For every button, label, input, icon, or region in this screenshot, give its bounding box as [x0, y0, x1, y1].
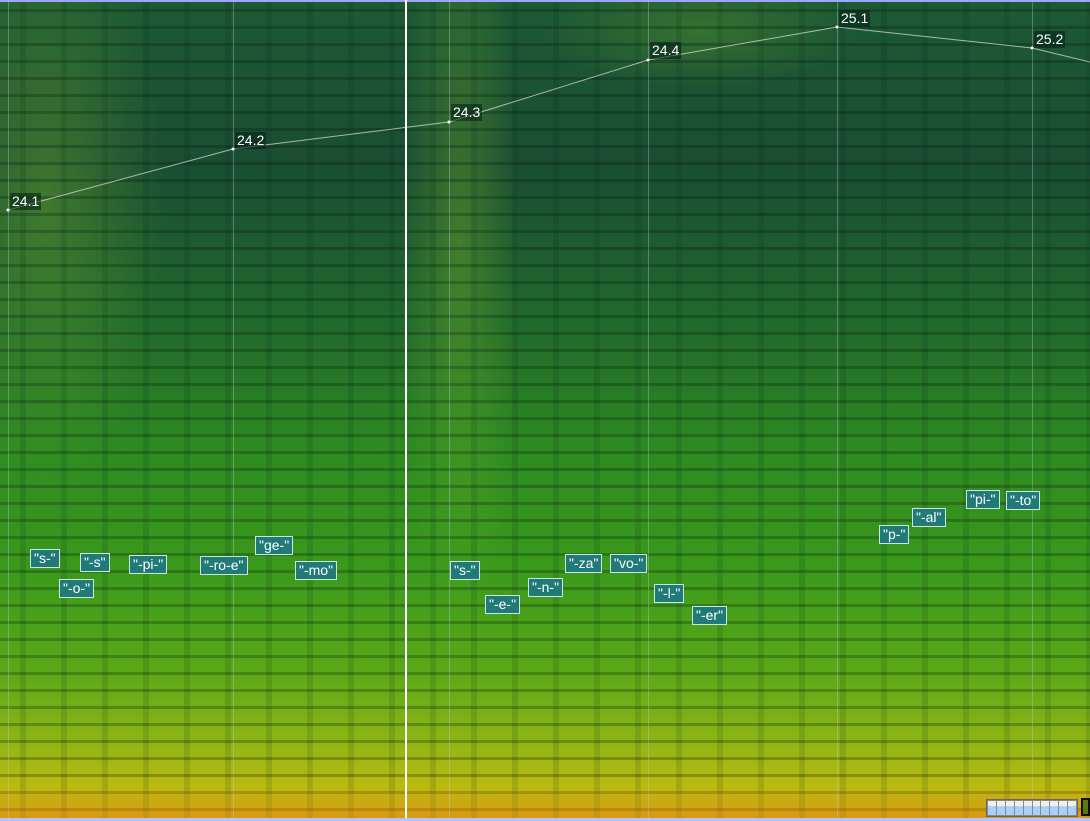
syllable-label[interactable]: "vo-" [610, 554, 648, 573]
pane-border-top [0, 0, 1090, 2]
overview-bar [1041, 801, 1050, 815]
overview-scrollbar[interactable] [986, 799, 1078, 817]
syllable-label[interactable]: "s-" [30, 549, 60, 568]
overview-bar [1032, 801, 1041, 815]
instant-point [231, 147, 235, 151]
syllable-label[interactable]: "-ro-e" [200, 556, 248, 575]
instant-line [1032, 0, 1033, 818]
overview-bar [988, 801, 996, 815]
instant-label[interactable]: 25.1 [839, 10, 871, 27]
overview-bar [1014, 801, 1023, 815]
overview-bar [1068, 801, 1077, 815]
overview-bar [996, 801, 1005, 815]
syllable-label[interactable]: "-er" [692, 606, 728, 625]
syllable-label[interactable]: "-mo" [295, 561, 338, 580]
instant-label[interactable]: 24.2 [235, 132, 267, 149]
instant-line [648, 0, 649, 818]
overview-bar [1059, 801, 1068, 815]
instant-point [6, 208, 10, 212]
syllable-label[interactable]: "-s" [80, 553, 110, 572]
overview-bar [1005, 801, 1014, 815]
overview-handle[interactable] [1081, 798, 1090, 816]
syllable-label[interactable]: "-za" [565, 554, 603, 573]
syllable-label[interactable]: "p-" [879, 525, 910, 544]
instant-point [835, 25, 839, 29]
syllable-label[interactable]: "pi-" [966, 490, 1000, 509]
syllable-label[interactable]: "ge-" [255, 536, 294, 555]
instant-label[interactable]: 24.3 [451, 104, 483, 121]
overview-bar [1050, 801, 1059, 815]
instant-label[interactable]: 24.1 [10, 193, 42, 210]
instant-label[interactable]: 24.4 [650, 42, 682, 59]
instant-line [233, 0, 234, 818]
pane-border-bottom [0, 818, 1090, 821]
syllable-label[interactable]: "-to" [1006, 491, 1041, 510]
instant-line [8, 0, 9, 818]
syllable-label[interactable]: "-l-" [654, 584, 685, 603]
spectrogram-low-band [0, 790, 1090, 818]
instant-point [1030, 46, 1034, 50]
syllable-label[interactable]: "s-" [450, 561, 480, 580]
syllable-label[interactable]: "-e-" [485, 595, 521, 614]
instant-line [449, 0, 450, 818]
instant-line [837, 0, 838, 818]
syllable-label[interactable]: "-o-" [59, 579, 95, 598]
syllable-label[interactable]: "-al" [912, 508, 946, 527]
instant-point [447, 120, 451, 124]
overview-bar [1023, 801, 1032, 815]
syllable-label[interactable]: "-pi-" [129, 555, 168, 574]
syllable-label[interactable]: "-n-" [528, 578, 564, 597]
instant-point [646, 58, 650, 62]
instant-label[interactable]: 25.2 [1034, 31, 1066, 48]
playhead[interactable] [405, 0, 407, 818]
